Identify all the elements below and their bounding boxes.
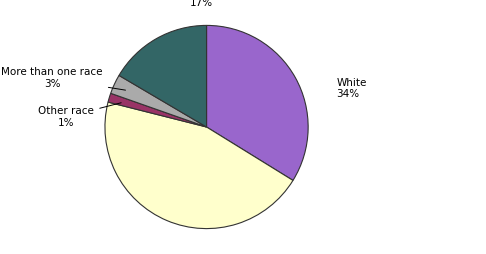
Wedge shape — [111, 75, 207, 127]
Wedge shape — [119, 25, 207, 127]
Wedge shape — [105, 102, 293, 229]
Text: White
34%: White 34% — [337, 77, 367, 99]
Text: Unknown
17%: Unknown 17% — [177, 0, 226, 8]
Wedge shape — [207, 25, 308, 180]
Text: More than one race
3%: More than one race 3% — [1, 67, 125, 90]
Text: Other race
1%: Other race 1% — [38, 103, 121, 128]
Wedge shape — [108, 93, 207, 127]
